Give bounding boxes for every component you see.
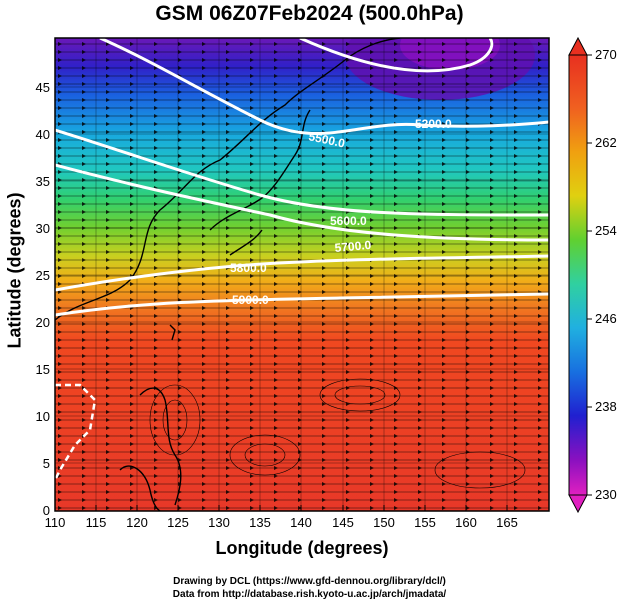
colorbar-tick-label: 270 bbox=[595, 47, 617, 62]
contour-label: 5900.0 bbox=[232, 293, 269, 307]
y-tick-label: 25 bbox=[35, 268, 50, 283]
y-tick-label: 45 bbox=[35, 80, 50, 95]
colorbar-tick-label: 262 bbox=[595, 135, 617, 150]
credit-line: Data from http://database.rish.kyoto-u.a… bbox=[172, 589, 447, 600]
streamlines bbox=[55, 38, 549, 511]
colorbar-tick-label: 230 bbox=[595, 487, 617, 502]
x-tick-label: 125 bbox=[167, 515, 189, 530]
x-tick-label: 165 bbox=[496, 515, 518, 530]
x-tick-label: 130 bbox=[208, 515, 230, 530]
dashed-contour bbox=[55, 383, 97, 481]
axis-tick-marks bbox=[54, 505, 508, 511]
plot-frame bbox=[54, 37, 550, 512]
credit-line: Drawing by DCL (https://www.gfd-dennou.o… bbox=[173, 576, 446, 587]
x-tick-label: 155 bbox=[414, 515, 436, 530]
y-tick-label: 10 bbox=[35, 409, 50, 424]
colorbar-bottom-arrow bbox=[568, 494, 588, 514]
contour-label: 5200.0 bbox=[415, 117, 452, 131]
y-axis-label: Latitude (degrees) bbox=[4, 192, 25, 349]
height-contours bbox=[55, 38, 549, 317]
x-tick-label: 145 bbox=[332, 515, 354, 530]
y-tick-label: 35 bbox=[35, 174, 50, 189]
y-tick-label: 40 bbox=[35, 127, 50, 142]
colorbar-top-arrow bbox=[568, 36, 588, 56]
x-tick-label: 150 bbox=[373, 515, 395, 530]
y-tick-label: 15 bbox=[35, 362, 50, 377]
x-tick-label: 110 bbox=[44, 515, 66, 530]
colorbar-tick-label: 254 bbox=[595, 223, 617, 238]
colorbar-tick-label: 238 bbox=[595, 399, 617, 414]
y-tick-label: 30 bbox=[35, 221, 50, 236]
y-tick-label: 5 bbox=[42, 456, 50, 471]
x-tick-label: 160 bbox=[455, 515, 477, 530]
chart-title: GSM 06Z07Feb2024 (500.0hPa) bbox=[155, 2, 464, 25]
x-tick-label: 120 bbox=[126, 515, 148, 530]
x-axis-label: Longitude (degrees) bbox=[215, 538, 389, 558]
contour-label: 5600.0 bbox=[330, 214, 367, 228]
contour-label: 5800.0 bbox=[230, 261, 267, 275]
contour-label: 5700.0 bbox=[334, 238, 372, 255]
colorbar bbox=[568, 36, 592, 514]
x-tick-label: 115 bbox=[85, 515, 107, 530]
y-tick-label: 20 bbox=[35, 315, 50, 330]
x-tick-label: 135 bbox=[249, 515, 271, 530]
x-tick-label: 140 bbox=[290, 515, 312, 530]
y-tick-label: 0 bbox=[42, 503, 50, 518]
colorbar-tick-label: 246 bbox=[595, 311, 617, 326]
